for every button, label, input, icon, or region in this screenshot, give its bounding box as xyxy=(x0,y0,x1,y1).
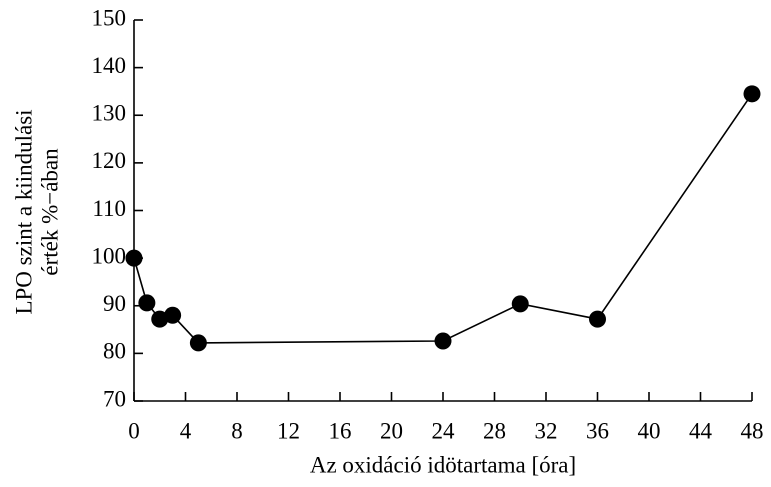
x-tick-label: 28 xyxy=(483,418,506,443)
x-tick-label: 16 xyxy=(329,418,352,443)
data-point xyxy=(164,306,182,324)
y-tick-label: 90 xyxy=(103,291,126,316)
data-point xyxy=(743,85,761,103)
x-tick-label: 4 xyxy=(180,418,192,443)
x-axis-label: Az oxidáció idötartama [óra] xyxy=(310,452,576,477)
data-point xyxy=(511,295,529,313)
data-line xyxy=(133,93,753,344)
y-tick-label: 70 xyxy=(103,386,126,411)
y-tick-label: 150 xyxy=(92,5,127,30)
y-tick-label: 110 xyxy=(92,196,126,221)
x-tick-label: 8 xyxy=(231,418,243,443)
x-tick-label: 44 xyxy=(689,418,713,443)
x-tick-label: 36 xyxy=(586,418,609,443)
y-tick-label: 140 xyxy=(92,53,127,78)
x-tick-label: 20 xyxy=(380,418,403,443)
x-tick-label: 40 xyxy=(638,418,661,443)
y-tick-label: 120 xyxy=(92,148,127,173)
y-axis-label: érték %−ában xyxy=(37,148,62,276)
data-point xyxy=(138,294,156,312)
data-point xyxy=(125,249,143,267)
data-point xyxy=(589,310,606,328)
x-tick-label: 32 xyxy=(535,418,558,443)
data-point xyxy=(434,332,452,350)
y-tick-label: 80 xyxy=(103,339,126,364)
x-tick-label: 48 xyxy=(741,418,764,443)
y-tick-label: 100 xyxy=(92,243,127,268)
x-tick-label: 12 xyxy=(277,418,300,443)
y-axis-label: LPO szint a kiindulási xyxy=(11,109,36,314)
data-point xyxy=(189,334,207,352)
data-point xyxy=(151,310,169,328)
x-tick-label: 24 xyxy=(432,418,456,443)
x-tick-label: 0 xyxy=(128,418,140,443)
y-tick-label: 130 xyxy=(92,101,127,126)
